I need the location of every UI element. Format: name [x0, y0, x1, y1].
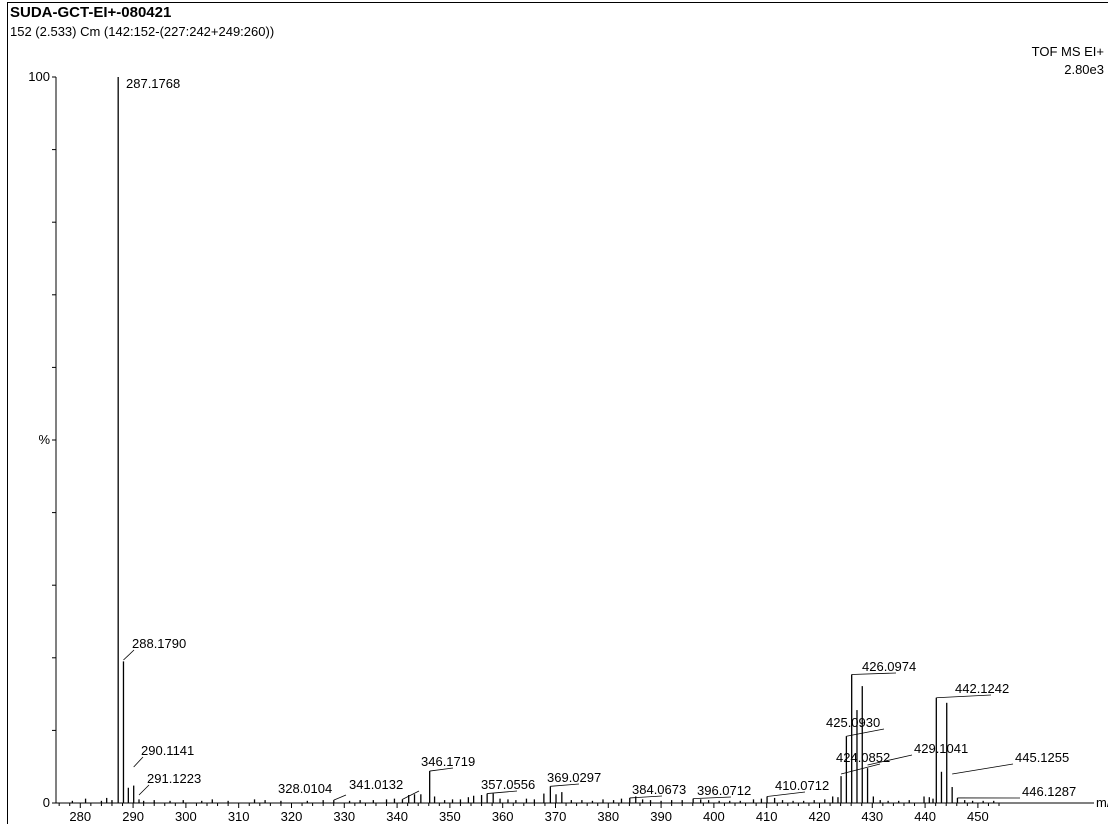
leader-line	[138, 784, 150, 796]
peak-label: 341.0132	[349, 777, 403, 792]
leader-line	[550, 783, 580, 787]
y-tick-label: 0	[43, 795, 50, 810]
y-tick-label: %	[38, 432, 50, 447]
leader-line	[402, 790, 420, 800]
acquisition-mode: TOF MS EI+	[1031, 44, 1104, 59]
x-tick-label: 370	[545, 809, 567, 824]
leader-line	[846, 728, 885, 737]
peak-labels: 287.1768 288.1790 290.1141 291.1223 328.0104…	[123, 76, 1076, 801]
peak-label: 346.1719	[421, 754, 475, 769]
peak-label: 396.0712	[697, 783, 751, 798]
peak-label: 291.1223	[147, 771, 201, 786]
x-tick-label: 410	[756, 809, 778, 824]
x-tick-label: 380	[597, 809, 619, 824]
x-tick-label: 290	[122, 809, 144, 824]
peak-label: 328.0104	[278, 781, 332, 796]
peak-label: 288.1790	[132, 636, 186, 651]
x-tick-label: 330	[333, 809, 355, 824]
peak-label: 446.1287	[1022, 784, 1076, 799]
max-intensity: 2.80e3	[1064, 62, 1104, 77]
leader-line	[851, 672, 897, 675]
peak-label: 429.1041	[914, 741, 968, 756]
leader-line	[123, 649, 135, 661]
peak-label: 426.0974	[862, 659, 916, 674]
x-tick-label: 300	[175, 809, 197, 824]
x-tick-label: 420	[809, 809, 831, 824]
spectrum-title: SUDA-GCT-EI+-080421	[10, 4, 172, 21]
x-tick-label: 320	[281, 809, 303, 824]
leader-line	[936, 694, 992, 699]
x-tick-label: 430	[861, 809, 883, 824]
peak-label: 287.1768	[126, 76, 180, 91]
peaks	[71, 77, 995, 803]
leader-line	[840, 763, 881, 775]
y-tick-label: 100	[28, 69, 50, 84]
peak-label: 369.0297	[547, 770, 601, 785]
x-tick-label: 350	[439, 809, 461, 824]
x-tick-label: 310	[228, 809, 250, 824]
leader-line	[133, 756, 144, 768]
peak-label: 424.0852	[836, 750, 890, 765]
peak-label: 384.0673	[632, 782, 686, 797]
x-tick-label: 390	[650, 809, 672, 824]
leader-line	[629, 795, 663, 799]
peak-label: 445.1255	[1015, 750, 1069, 765]
x-tick-label: 280	[69, 809, 91, 824]
x-axis-label: m/z	[1096, 795, 1108, 810]
x-tick-label: 400	[703, 809, 725, 824]
peak-label: 357.0556	[481, 777, 535, 792]
leader-line	[487, 790, 518, 794]
leader-line	[952, 763, 1014, 775]
leader-line	[693, 796, 732, 800]
peak-label: 442.1242	[955, 681, 1009, 696]
peak-label: 410.0712	[775, 778, 829, 793]
x-tick-label: 340	[386, 809, 408, 824]
peak-label: 425.0930	[826, 715, 880, 730]
peak-label: 290.1141	[141, 743, 194, 758]
x-tick-label: 440	[914, 809, 936, 824]
leader-line	[767, 791, 806, 797]
leader-line	[333, 794, 347, 801]
leader-line	[429, 767, 454, 772]
spectrum-frame	[7, 2, 1108, 824]
axes: 100% 0 280 290 300 310 320 330 340 350 360 370 380 39…	[28, 69, 1108, 824]
leader-line	[867, 754, 913, 766]
scan-info: 152 (2.533) Cm (142:152-(227:242+249:260…	[10, 24, 275, 39]
x-tick-label: 450	[967, 809, 989, 824]
x-tick-label: 360	[492, 809, 514, 824]
